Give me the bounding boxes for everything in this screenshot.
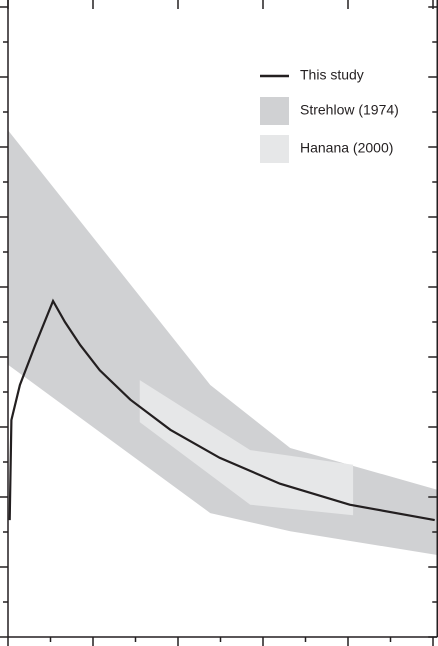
- line: [8, 298, 435, 522]
- legend-swatch: [260, 135, 289, 163]
- legend: This study Strehlow (1974) Hanana (2000): [260, 67, 399, 163]
- legend-label: This study: [300, 67, 364, 83]
- legend-label: Strehlow (1974): [300, 102, 399, 118]
- legend-label: Hanana (2000): [300, 140, 393, 156]
- band: [139, 380, 354, 516]
- legend-swatch: [260, 97, 289, 125]
- band: [8, 130, 438, 556]
